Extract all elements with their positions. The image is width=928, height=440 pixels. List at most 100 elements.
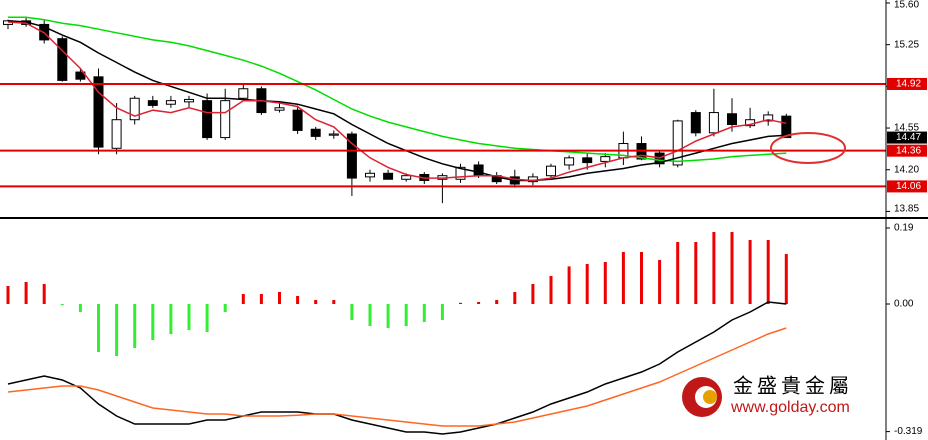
candle-body — [129, 97, 140, 121]
histogram-bar — [513, 292, 517, 304]
candle-body — [690, 112, 701, 134]
histogram-bar — [694, 242, 698, 304]
candle-body — [292, 109, 303, 131]
candle-body — [220, 100, 231, 139]
candle-body — [763, 114, 774, 122]
candle-body — [473, 164, 484, 177]
histogram-bar — [495, 300, 499, 304]
histogram-bar — [658, 260, 662, 304]
y-tick-label: 13.85 — [894, 204, 919, 215]
candle-body — [238, 88, 249, 99]
candle-body — [546, 165, 556, 177]
y-tick-label: 14.20 — [894, 164, 919, 175]
y-tick-label: 15.25 — [894, 39, 919, 50]
histogram-bar — [169, 304, 173, 334]
histogram-bar — [585, 264, 589, 304]
candle-body — [310, 128, 321, 137]
y-tick-label: 0.00 — [894, 299, 914, 310]
histogram-bar — [259, 294, 263, 304]
histogram-bar — [422, 304, 426, 322]
candle-body — [184, 98, 194, 103]
histogram-bar — [440, 304, 444, 320]
candle-body — [781, 115, 792, 139]
histogram-bar — [676, 242, 680, 304]
histogram-bar — [386, 304, 390, 328]
candle-body — [401, 175, 412, 180]
candle-body — [93, 76, 104, 148]
level-label: 14.92 — [896, 79, 921, 90]
y-tick-label: -0.319 — [894, 426, 923, 437]
histogram-bar — [314, 300, 318, 304]
histogram-bar — [531, 284, 535, 304]
histogram-bar — [24, 282, 28, 304]
last-price-label: 14.47 — [896, 132, 921, 143]
histogram-bar — [730, 232, 734, 304]
candle-body — [708, 112, 719, 134]
annotation-ellipse — [770, 132, 846, 164]
histogram-bar — [6, 286, 10, 304]
indicator-line — [7, 20, 787, 182]
histogram-bar — [603, 262, 607, 304]
indicator-line — [7, 327, 787, 427]
histogram-bar — [567, 266, 571, 304]
indicator-line — [7, 301, 787, 435]
level-label: 14.06 — [896, 181, 921, 192]
histogram-bar — [766, 240, 770, 304]
histogram-bar — [223, 304, 227, 312]
candle-body — [328, 133, 339, 136]
candle-body — [564, 157, 575, 166]
indicator-line — [8, 16, 787, 163]
histogram-bar — [784, 254, 788, 304]
candle-body — [57, 38, 68, 81]
y-tick-label: 0.19 — [894, 223, 914, 234]
histogram-bar — [42, 284, 46, 304]
candle-body — [600, 156, 611, 162]
candle-body — [455, 166, 466, 180]
histogram-bar — [78, 304, 82, 312]
histogram-bar — [97, 304, 100, 352]
indicator-line — [7, 21, 787, 182]
level-tag — [887, 144, 927, 157]
candle-body — [147, 100, 158, 106]
histogram-bar — [241, 294, 245, 304]
candle-body — [383, 172, 394, 180]
watermark: 金盛貴金屬 www.golday.com — [682, 374, 853, 417]
histogram-bar — [205, 304, 209, 332]
histogram-bar — [549, 276, 553, 304]
histogram-bar — [115, 304, 119, 356]
histogram-bar — [404, 304, 408, 326]
histogram-bar — [621, 252, 625, 304]
last-price-tag — [887, 131, 927, 144]
candle-body — [582, 157, 593, 164]
price-panel: 15.6015.2514.9014.5514.2013.8514.9214.36… — [0, 0, 927, 215]
histogram-bar — [133, 304, 137, 348]
logo-dot — [703, 390, 717, 404]
histogram-bar — [332, 300, 336, 304]
candle-body — [346, 133, 357, 179]
candle-body — [111, 119, 122, 149]
level-label: 14.36 — [896, 145, 921, 156]
histogram-bar — [350, 304, 354, 320]
y-tick-label: 15.60 — [894, 0, 919, 11]
histogram-bar — [640, 252, 643, 304]
histogram-bar — [151, 304, 155, 340]
histogram-bar — [60, 304, 64, 306]
macd-panel: 0.19 0.00 -0.319 — [6, 223, 923, 437]
y-tick-label: 14.55 — [894, 123, 919, 134]
histogram-bar — [278, 292, 281, 304]
histogram-bar — [368, 304, 372, 326]
candle-body — [202, 100, 213, 139]
watermark-name: 金盛貴金屬 — [733, 374, 853, 398]
histogram-bar — [712, 232, 716, 304]
candle-body — [365, 172, 375, 178]
candle-body — [274, 107, 285, 111]
candle-body — [672, 120, 683, 166]
level-tag — [887, 77, 927, 90]
histogram-bar — [296, 296, 300, 304]
histogram-bar — [459, 302, 462, 304]
histogram-bar — [748, 240, 752, 304]
level-tag — [887, 180, 927, 193]
candle-body — [727, 113, 737, 125]
